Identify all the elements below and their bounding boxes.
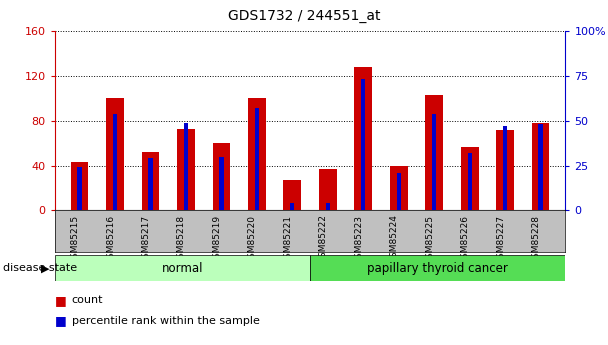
Text: GSM85220: GSM85220 xyxy=(248,215,257,264)
Text: GSM85218: GSM85218 xyxy=(177,215,186,264)
Text: GSM85221: GSM85221 xyxy=(283,215,292,264)
Bar xyxy=(148,158,153,210)
Bar xyxy=(71,162,88,210)
Bar xyxy=(77,167,81,210)
Bar xyxy=(532,123,550,210)
Text: ▶: ▶ xyxy=(41,263,50,273)
Text: GSM85227: GSM85227 xyxy=(496,215,505,264)
Text: GSM85225: GSM85225 xyxy=(425,215,434,264)
Text: GSM85215: GSM85215 xyxy=(71,215,80,264)
Bar xyxy=(361,79,365,210)
Bar xyxy=(354,67,372,210)
Bar xyxy=(432,114,437,210)
FancyBboxPatch shape xyxy=(55,255,310,281)
Bar xyxy=(113,114,117,210)
Text: percentile rank within the sample: percentile rank within the sample xyxy=(72,316,260,326)
Text: GSM85222: GSM85222 xyxy=(319,215,328,264)
Bar xyxy=(468,153,472,210)
Bar xyxy=(184,122,188,210)
Text: GSM85228: GSM85228 xyxy=(531,215,541,264)
Text: GSM85226: GSM85226 xyxy=(461,215,469,264)
Text: GDS1732 / 244551_at: GDS1732 / 244551_at xyxy=(228,9,380,23)
Bar xyxy=(106,98,124,210)
Bar xyxy=(142,152,159,210)
Bar xyxy=(248,98,266,210)
Bar xyxy=(326,203,330,210)
Text: GSM85216: GSM85216 xyxy=(106,215,115,264)
Bar xyxy=(461,147,478,210)
Text: GSM85217: GSM85217 xyxy=(142,215,150,264)
Bar xyxy=(177,129,195,210)
Text: count: count xyxy=(72,295,103,305)
Bar xyxy=(539,124,543,210)
Bar xyxy=(319,169,337,210)
Bar xyxy=(390,166,407,210)
Text: GSM85224: GSM85224 xyxy=(390,215,399,264)
Text: normal: normal xyxy=(162,262,203,275)
Text: papillary thyroid cancer: papillary thyroid cancer xyxy=(367,262,508,275)
Bar xyxy=(290,203,294,210)
Text: GSM85223: GSM85223 xyxy=(354,215,363,264)
FancyBboxPatch shape xyxy=(310,255,565,281)
Bar xyxy=(255,108,259,210)
Text: disease state: disease state xyxy=(3,263,77,273)
Bar xyxy=(426,95,443,210)
Bar xyxy=(219,157,224,210)
Bar xyxy=(213,143,230,210)
Bar xyxy=(283,180,301,210)
Text: ■: ■ xyxy=(55,314,66,327)
Bar xyxy=(503,126,507,210)
Text: GSM85219: GSM85219 xyxy=(212,215,221,264)
Bar xyxy=(496,130,514,210)
Text: ■: ■ xyxy=(55,294,66,307)
Bar xyxy=(396,173,401,210)
